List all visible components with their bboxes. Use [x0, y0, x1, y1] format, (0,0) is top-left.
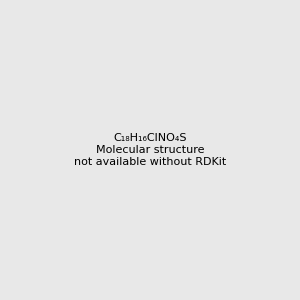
Text: C₁₈H₁₆ClNO₄S
Molecular structure
not available without RDKit: C₁₈H₁₆ClNO₄S Molecular structure not ava…: [74, 134, 226, 166]
